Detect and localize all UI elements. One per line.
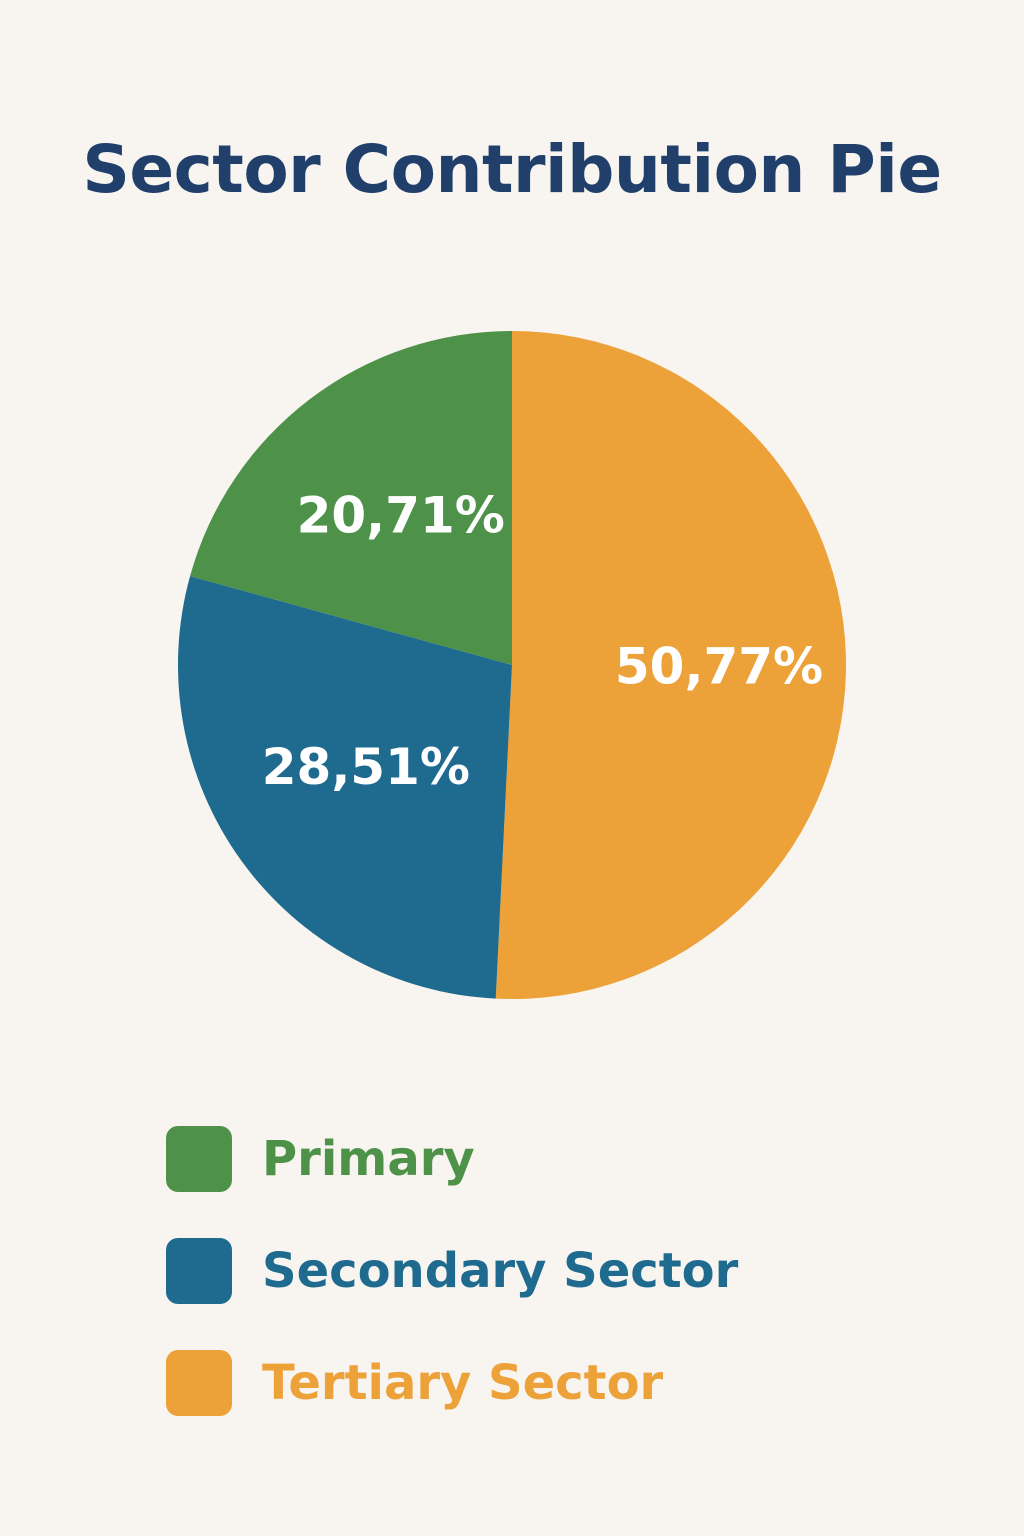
legend-label-primary: Primary <box>262 1131 475 1187</box>
legend-item-primary: Primary <box>166 1126 966 1192</box>
legend-swatch-primary <box>166 1126 232 1192</box>
legend-item-tertiary-sector: Tertiary Sector <box>166 1350 966 1416</box>
legend: Primary Secondary Sector Tertiary Sector <box>166 1126 966 1462</box>
legend-item-secondary-sector: Secondary Sector <box>166 1238 966 1304</box>
legend-label-tertiary-sector: Tertiary Sector <box>262 1355 664 1411</box>
pie-slice-primary <box>190 331 512 665</box>
chart-title: Sector Contribution Pie <box>82 131 942 208</box>
pie-chart: 50,77% 28,51% 20,71% <box>177 331 846 999</box>
pie-label-secondary-sector: 28,51% <box>262 738 470 796</box>
pie-slice-secondary-sector <box>177 576 512 999</box>
pie-label-tertiary-sector: 50,77% <box>615 638 823 696</box>
legend-label-secondary-sector: Secondary Sector <box>262 1243 739 1299</box>
legend-swatch-secondary-sector <box>166 1238 232 1304</box>
pie-slice-tertiary-sector <box>495 331 846 999</box>
pie-slices <box>177 331 846 999</box>
pie-label-primary: 20,71% <box>297 486 505 544</box>
legend-swatch-tertiary-sector <box>166 1350 232 1416</box>
pie-labels: 50,77% 28,51% 20,71% <box>262 486 823 796</box>
